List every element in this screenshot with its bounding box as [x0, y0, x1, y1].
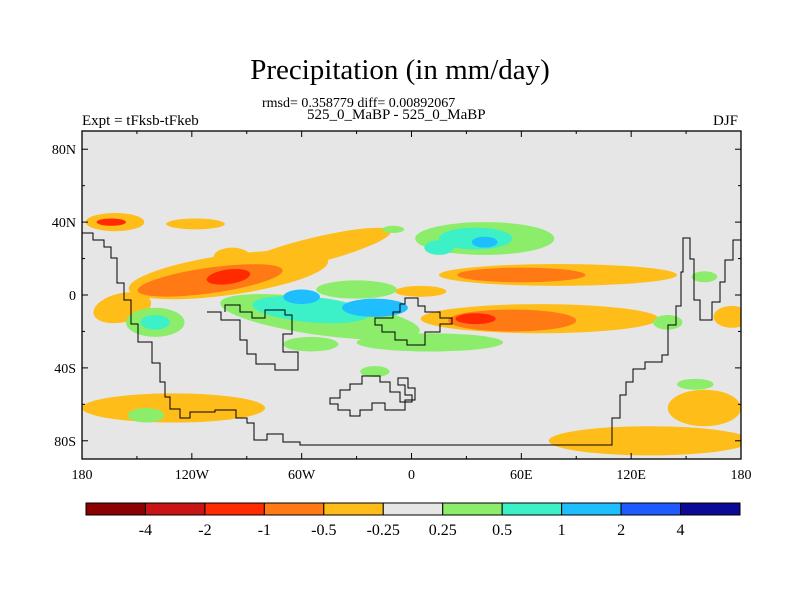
anomaly-patch	[360, 366, 390, 377]
colorbar-swatch	[442, 502, 503, 516]
anomaly-patch	[206, 268, 251, 285]
coastline-africa	[374, 297, 453, 346]
colorbar-label: -4	[139, 522, 152, 539]
anomaly-patch	[140, 315, 170, 330]
colorbar-swatch	[382, 502, 444, 516]
colorbar-swatch	[144, 502, 206, 516]
x-tick-label: 120W	[175, 468, 210, 483]
anomaly-patch	[713, 305, 741, 328]
anomaly-patch	[356, 333, 504, 352]
anomaly-patch	[166, 218, 225, 230]
chart-title: Precipitation (in mm/day)	[250, 54, 550, 86]
anomaly-patch	[283, 289, 320, 305]
x-axis: 180 120W 60W 0 60E 120E 180	[72, 131, 752, 483]
y-tick-label: 80S	[54, 435, 76, 450]
anomaly-patch	[667, 389, 741, 427]
anomaly-patch	[382, 225, 405, 234]
anomaly-patch	[457, 267, 586, 283]
colorbar-swatch	[85, 502, 146, 516]
experiment-label: Expt = tFksb-tFkeb	[82, 113, 199, 129]
colorbar-label: -0.5	[311, 522, 336, 539]
colorbar-swatch	[323, 502, 384, 516]
season-label: DJF	[713, 113, 739, 129]
anomaly-patch	[395, 285, 447, 297]
colorbar-swatch	[620, 502, 682, 516]
anomaly-patch	[96, 218, 126, 226]
colorbar-label: 0.25	[429, 522, 457, 539]
anomaly-patch	[230, 227, 391, 275]
colorbar-label: 0.5	[492, 522, 512, 539]
anomaly-patch	[676, 378, 714, 390]
colorbar-swatch	[263, 502, 325, 516]
anomaly-patch	[471, 236, 498, 248]
colorbar-swatch	[680, 502, 741, 516]
anomaly-patch	[455, 313, 496, 325]
coastline-layer	[82, 232, 741, 446]
anomaly-patch	[548, 426, 741, 456]
x-tick-label: 120E	[616, 468, 646, 483]
coastline-south-america	[207, 304, 299, 371]
y-tick-label: 0	[69, 289, 76, 304]
colorbar-swatch	[501, 502, 563, 516]
colorbar-label: -0.25	[367, 522, 400, 539]
anomaly-patch	[316, 280, 397, 299]
chart-subtitle: 525_0_MaBP - 525_0_MaBP	[307, 107, 486, 123]
anomaly-patch	[691, 271, 718, 283]
anomaly-patch	[213, 247, 251, 266]
y-tick-label: 40N	[52, 216, 76, 231]
colorbar-label: -1	[258, 522, 271, 539]
y-axis: 80N 40N 0 40S 80S	[52, 143, 741, 450]
colorbar-label: -2	[198, 522, 211, 539]
y-tick-label: 80N	[52, 143, 76, 158]
anomaly-patch	[252, 295, 370, 324]
x-tick-label: 180	[72, 468, 93, 483]
colorbar-label: 1	[558, 522, 566, 539]
anomaly-patch	[341, 298, 408, 317]
x-tick-label: 60E	[510, 468, 533, 483]
colorbar-label: 2	[617, 522, 625, 539]
colorbar-swatch	[561, 502, 622, 516]
anomaly-patch	[653, 315, 683, 330]
anomaly-patch	[283, 336, 339, 352]
anomaly-patch	[127, 407, 165, 423]
x-tick-label: 180	[731, 468, 752, 483]
coastline-west	[82, 232, 741, 446]
colorbar-label: 4	[677, 522, 685, 539]
anomaly-patch	[424, 240, 454, 255]
y-tick-label: 40S	[54, 362, 76, 377]
stats-text: rmsd= 0.358779 diff= 0.00892067	[262, 96, 456, 111]
colorbar-swatch	[204, 502, 265, 516]
coastline-antarctic-island	[329, 375, 416, 417]
anomaly-layer	[82, 213, 741, 456]
x-tick-label: 60W	[288, 468, 316, 483]
x-tick-label: 0	[408, 468, 415, 483]
colorbar: -4 -2 -1 -0.5 -0.25 0.25 0.5 1 2 4	[85, 502, 741, 539]
